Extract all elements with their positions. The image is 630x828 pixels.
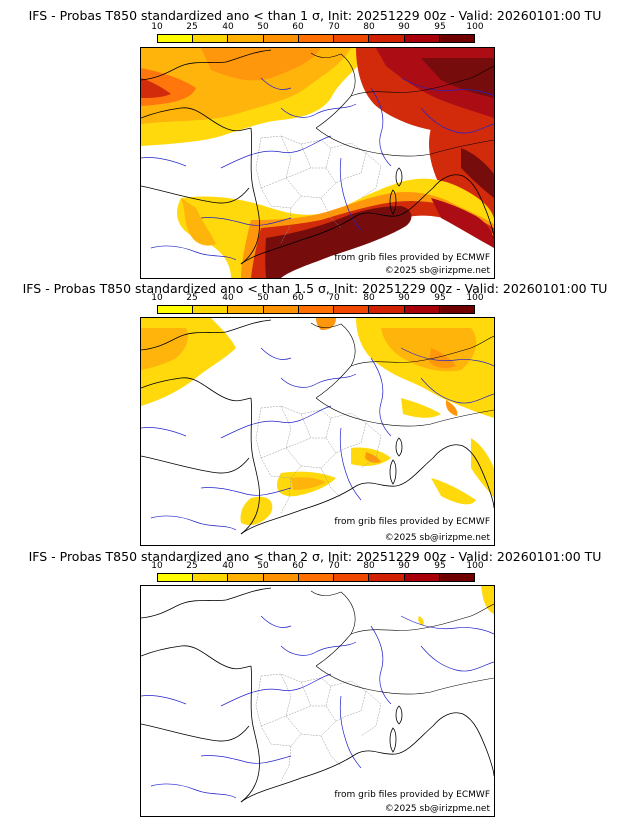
colorbar-swatch: [369, 306, 405, 313]
colorbar-swatch: [228, 35, 264, 42]
colorbar-label: 25: [186, 22, 198, 32]
colorbar-label: 95: [434, 561, 446, 571]
colorbar-swatches: [157, 305, 475, 314]
colorbar-swatch: [158, 574, 194, 581]
colorbar-label: 50: [257, 22, 269, 32]
colorbar-swatch: [369, 35, 405, 42]
colorbar-swatch: [298, 306, 335, 313]
colorbar-label: 100: [466, 293, 484, 303]
map-canvas: [141, 318, 494, 535]
colorbar-swatch: [439, 306, 474, 313]
colorbar: 10 25 40 50 60 70 80 90 95 100: [151, 22, 484, 46]
probability-shading: [141, 318, 494, 526]
colorbar-labels: 10 25 40 50 60 70 80 90 95 100: [151, 22, 483, 33]
colorbar-label: 10: [151, 561, 163, 571]
probability-map: from grib files provided by ECMWF ©2025 …: [140, 585, 495, 817]
colorbar-label: 50: [257, 561, 269, 571]
colorbar-label: 80: [363, 293, 375, 303]
colorbar-label: 70: [328, 293, 340, 303]
colorbar-swatch: [263, 306, 299, 313]
probability-shading: [418, 586, 494, 626]
map-panel-3: IFS - Probas T850 standardized ano < tha…: [0, 543, 630, 817]
colorbar: 10 25 40 50 60 70 80 90 95 100: [151, 293, 484, 317]
colorbar-label: 40: [222, 561, 234, 571]
colorbar-label: 60: [292, 561, 304, 571]
colorbar-label: 50: [257, 293, 269, 303]
panel-title: IFS - Probas T850 standardized ano < tha…: [22, 281, 608, 296]
colorbar-swatch: [334, 306, 370, 313]
colorbar-label: 80: [363, 22, 375, 32]
panel-title: IFS - Probas T850 standardized ano < tha…: [28, 549, 602, 564]
colorbar-label: 60: [292, 22, 304, 32]
probability-map: from grib files provided by ECMWF ©2025 …: [140, 317, 495, 546]
credit-copyright: ©2025 sb@irizpme.net: [384, 533, 490, 543]
map-panel-1: IFS - Probas T850 standardized ano < tha…: [0, 0, 630, 279]
panel-title: IFS - Probas T850 standardized ano < tha…: [28, 8, 602, 23]
colorbar-swatches: [157, 34, 475, 43]
colorbar-swatch: [404, 35, 440, 42]
colorbar-label: 40: [222, 293, 234, 303]
colorbar-label: 10: [151, 22, 163, 32]
probability-shading: [141, 48, 494, 278]
colorbar-swatch: [439, 35, 474, 42]
credit-copyright: ©2025 sb@irizpme.net: [384, 266, 490, 276]
credit-copyright: ©2025 sb@irizpme.net: [384, 804, 490, 814]
colorbar-labels: 10 25 40 50 60 70 80 90 95 100: [151, 293, 483, 304]
colorbar-swatch: [228, 574, 264, 581]
colorbar-label: 40: [222, 22, 234, 32]
colorbar-label: 60: [292, 293, 304, 303]
colorbar-swatch: [193, 35, 229, 42]
colorbar-swatch: [263, 35, 299, 42]
colorbar-label: 25: [186, 561, 198, 571]
probability-map: from grib files provided by ECMWF ©2025 …: [140, 47, 495, 279]
colorbar-label: 90: [398, 561, 410, 571]
colorbar-labels: 10 25 40 50 60 70 80 90 95 100: [151, 561, 483, 572]
map-canvas: [141, 586, 494, 803]
colorbar-swatch: [439, 574, 474, 581]
colorbar-label: 95: [434, 293, 446, 303]
colorbar-label: 90: [398, 22, 410, 32]
colorbar-swatch: [193, 574, 229, 581]
colorbar-label: 70: [328, 561, 340, 571]
credit-source: from grib files provided by ECMWF: [334, 790, 490, 800]
colorbar-label: 100: [466, 22, 484, 32]
colorbar-label: 80: [363, 561, 375, 571]
colorbar: 10 25 40 50 60 70 80 90 95 100: [151, 561, 484, 585]
colorbar-swatch: [404, 306, 440, 313]
colorbar-swatch: [158, 35, 194, 42]
colorbar-swatch: [298, 574, 335, 581]
colorbar-swatch: [369, 574, 405, 581]
colorbar-swatch: [228, 306, 264, 313]
credit-source: from grib files provided by ECMWF: [334, 253, 490, 263]
colorbar-label: 25: [186, 293, 198, 303]
credit-source: from grib files provided by ECMWF: [334, 517, 490, 527]
colorbar-swatches: [157, 573, 475, 582]
colorbar-label: 70: [328, 22, 340, 32]
colorbar-swatch: [404, 574, 440, 581]
colorbar-swatch: [334, 35, 370, 42]
map-canvas: [141, 48, 494, 278]
colorbar-label: 90: [398, 293, 410, 303]
map-panel-2: IFS - Probas T850 standardized ano < tha…: [0, 275, 630, 546]
colorbar-label: 95: [434, 22, 446, 32]
colorbar-swatch: [334, 574, 370, 581]
colorbar-swatch: [263, 574, 299, 581]
colorbar-label: 10: [151, 293, 163, 303]
colorbar-swatch: [298, 35, 335, 42]
colorbar-swatch: [158, 306, 194, 313]
colorbar-label: 100: [466, 561, 484, 571]
colorbar-swatch: [193, 306, 229, 313]
